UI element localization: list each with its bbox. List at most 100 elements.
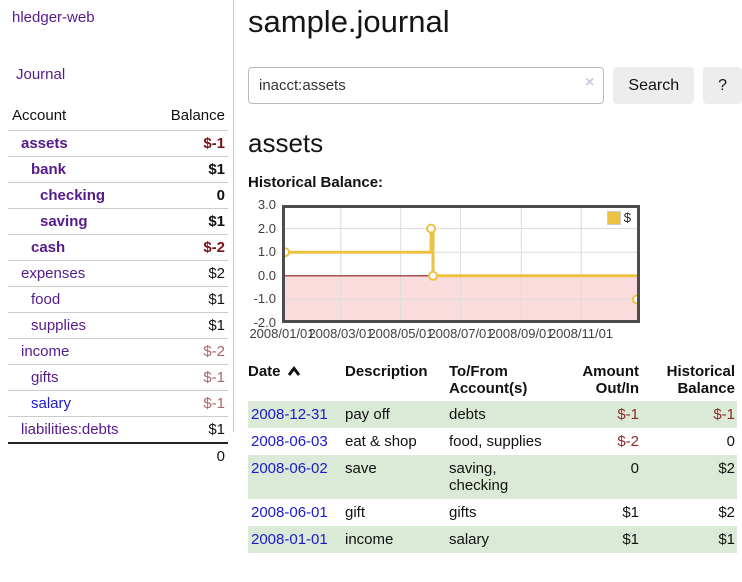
account-link[interactable]: gifts xyxy=(31,369,59,386)
account-balance: $-2 xyxy=(152,338,228,365)
y-tick-label: 3.0 xyxy=(257,197,276,212)
account-row: income $-2 xyxy=(8,338,228,365)
register-header-description: Description xyxy=(345,363,428,380)
search-input[interactable] xyxy=(248,67,605,104)
register-row: 2008-01-01 income salary $1 $1 xyxy=(248,526,737,553)
account-link[interactable]: expenses xyxy=(21,265,86,282)
account-balance: $1 xyxy=(152,156,228,183)
account-link[interactable]: supplies xyxy=(31,317,87,334)
chart-legend: $ xyxy=(606,210,631,225)
transaction-amount: $1 xyxy=(622,504,639,521)
legend-color-swatch xyxy=(606,210,621,225)
transaction-description: save xyxy=(345,460,377,477)
transaction-accounts: salary xyxy=(449,531,490,548)
legend-label: $ xyxy=(623,210,631,225)
account-row: expenses $2 xyxy=(8,260,228,287)
x-tick-label: 2008/07/01 xyxy=(428,326,494,341)
accounts-total-value: 0 xyxy=(152,442,228,469)
transaction-date-link[interactable]: 2008-06-03 xyxy=(251,433,328,450)
accounts-header-balance: Balance xyxy=(152,104,228,131)
transaction-accounts: gifts xyxy=(449,504,477,521)
transaction-date-link[interactable]: 2008-01-01 xyxy=(251,531,328,548)
x-tick-label: 2008/03/01 xyxy=(308,326,374,341)
transaction-description: pay off xyxy=(345,406,390,423)
transaction-accounts: debts xyxy=(449,406,486,423)
account-link[interactable]: salary xyxy=(31,395,72,412)
y-tick-label: 2.0 xyxy=(257,221,276,236)
transaction-amount: 0 xyxy=(630,460,639,477)
account-row: salary $-1 xyxy=(8,390,228,417)
data-point-marker xyxy=(428,270,438,281)
register-row: 2008-06-01 gift gifts $1 $2 xyxy=(248,499,737,526)
y-tick-label: -1.0 xyxy=(253,291,276,306)
transaction-balance: 0 xyxy=(726,433,735,450)
account-row: saving $1 xyxy=(8,208,228,235)
chart-plot xyxy=(282,205,640,323)
transaction-description: gift xyxy=(345,504,366,521)
help-button[interactable]: ? xyxy=(703,67,742,104)
transaction-date-link[interactable]: 2008-06-01 xyxy=(251,504,328,521)
transaction-amount: $-2 xyxy=(617,433,639,450)
sort-asc-icon xyxy=(287,366,300,376)
transaction-balance: $-1 xyxy=(713,406,735,423)
account-row: liabilities:debts $1 xyxy=(8,416,228,443)
account-balance: $1 xyxy=(152,416,228,443)
clear-search-icon[interactable]: × xyxy=(585,74,595,91)
transaction-amount: $-1 xyxy=(617,406,639,423)
account-heading: assets xyxy=(248,128,324,158)
transaction-balance: $2 xyxy=(718,504,735,521)
account-row: checking 0 xyxy=(8,182,228,209)
register-header-date[interactable]: Date xyxy=(248,361,345,401)
account-row: food $1 xyxy=(8,286,228,313)
accounts-table: Account Balance assets $-1 bank $1 checking 0… xyxy=(8,104,228,469)
y-tick-label: 0.0 xyxy=(257,268,276,283)
transaction-description: eat & shop xyxy=(345,433,417,450)
accounts-header-row: Account Balance xyxy=(8,104,228,131)
brand: hledger-web xyxy=(12,9,233,26)
search-form: × Search ? xyxy=(248,67,742,104)
account-link[interactable]: food xyxy=(31,291,61,308)
search-box: × xyxy=(248,67,605,104)
account-balance: $-2 xyxy=(152,234,228,261)
account-link[interactable]: liabilities:debts xyxy=(21,421,119,438)
chart-title: Historical Balance: xyxy=(248,174,384,191)
sidebar: hledger-web Journal Account Balance asse… xyxy=(0,0,233,469)
transaction-description: income xyxy=(345,531,394,548)
search-button[interactable]: Search xyxy=(613,67,695,104)
account-balance: $-1 xyxy=(152,390,228,417)
transaction-accounts: food, supplies xyxy=(449,433,542,450)
transaction-accounts: saving, checking xyxy=(449,460,509,494)
account-link[interactable]: assets xyxy=(21,135,68,152)
register-row: 2008-12-31 pay off debts $-1 $-1 xyxy=(248,401,737,428)
brand-link[interactable]: hledger-web xyxy=(12,9,95,26)
register-table: Date Description To/From Account(s) Amou… xyxy=(248,361,737,553)
account-balance: 0 xyxy=(152,182,228,209)
transaction-balance: $1 xyxy=(718,531,735,548)
balance-chart: 3.0 2.0 1.0 0.0 -1.0 -2.0 2008/01/01 2008/03/01… xyxy=(248,197,642,347)
account-link[interactable]: income xyxy=(21,343,70,360)
account-link[interactable]: bank xyxy=(31,161,67,178)
account-row: gifts $-1 xyxy=(8,364,228,391)
account-link[interactable]: checking xyxy=(40,187,106,204)
account-row: bank $1 xyxy=(8,156,228,183)
transaction-date-link[interactable]: 2008-12-31 xyxy=(251,406,328,423)
account-row: supplies $1 xyxy=(8,312,228,339)
account-link[interactable]: saving xyxy=(40,213,88,230)
accounts-total-spacer xyxy=(8,442,153,469)
main-content: sample.journal × Search ? assets Histori… xyxy=(248,0,742,553)
account-row: cash $-2 xyxy=(8,234,228,261)
account-balance: $-1 xyxy=(203,135,225,152)
account-balance: $1 xyxy=(152,312,228,339)
accounts-total-row: 0 xyxy=(8,442,228,469)
sidebar-nav: Journal xyxy=(16,66,233,83)
data-point-marker xyxy=(426,223,437,234)
register-header-accounts: To/From Account(s) xyxy=(449,363,528,397)
y-tick-label: 1.0 xyxy=(257,244,276,259)
account-link[interactable]: cash xyxy=(31,239,66,256)
nav-journal-link[interactable]: Journal xyxy=(16,66,66,83)
x-tick-label: 2008/01/01 xyxy=(249,326,315,341)
accounts-header-account: Account xyxy=(8,104,153,131)
transaction-date-link[interactable]: 2008-06-02 xyxy=(251,460,328,477)
account-balance: $1 xyxy=(152,286,228,313)
